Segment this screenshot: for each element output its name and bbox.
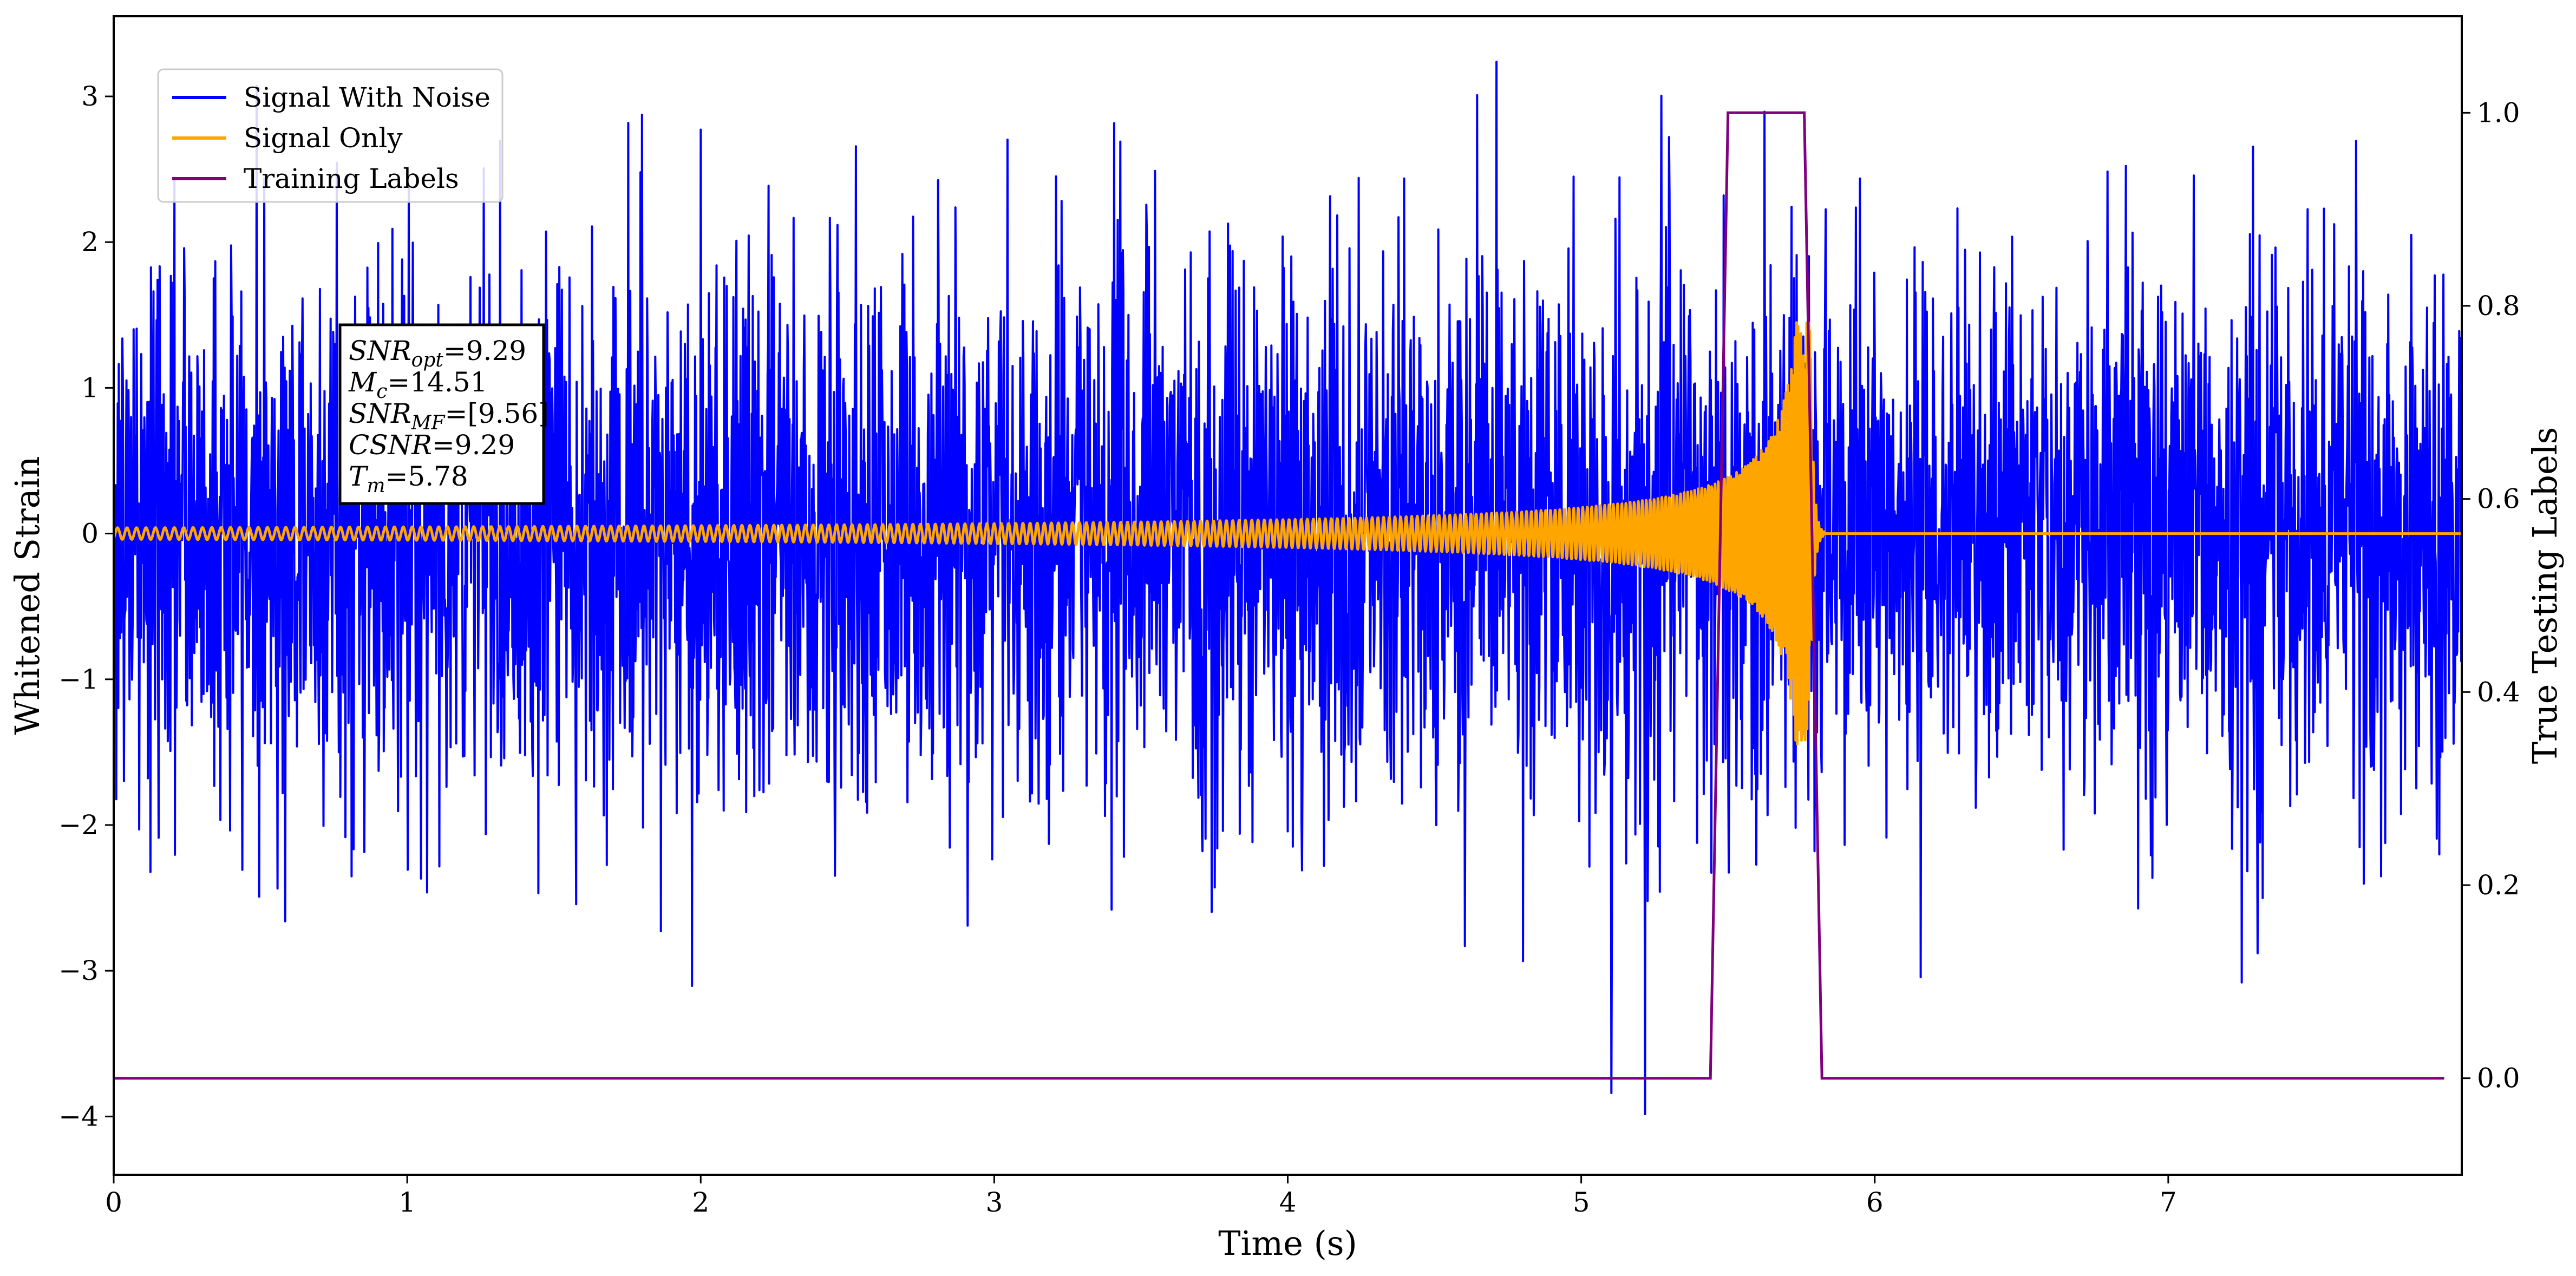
- annotation-line: SNRopt=9.29: [349, 335, 526, 371]
- series-layer: [114, 61, 2462, 1116]
- y-tick-label: 2: [81, 226, 99, 258]
- x-tick-label: 4: [1279, 1187, 1297, 1218]
- annotation-line: CSNR=9.29: [349, 429, 515, 461]
- x-tick-label: 6: [1866, 1187, 1884, 1218]
- x-tick-label: 7: [2160, 1187, 2177, 1218]
- legend-label: Signal Only: [244, 122, 403, 154]
- x-axis-label: Time (s): [1218, 1223, 1357, 1263]
- y2-tick-label: 0.2: [2477, 869, 2520, 901]
- y-tick-label: 1: [81, 372, 99, 403]
- y2-tick-label: 0.8: [2477, 290, 2520, 322]
- y-tick-label: −3: [58, 955, 99, 986]
- y-tick-label: 0: [81, 518, 99, 549]
- axes-layer: 0 1 2 3 4 5 6 7 −4 −3 −2 −1 0 1 2 3 0.0 0.2 0.4 0.6 0.8 1.0: [58, 81, 2520, 1218]
- legend: Signal With Noise Signal Only Training Lab…: [157, 68, 504, 203]
- y-tick-label: −1: [58, 664, 99, 695]
- series-training-labels: [114, 111, 2444, 1080]
- y-tick-label: −2: [58, 809, 99, 841]
- y-tick-label: −4: [58, 1101, 99, 1132]
- x-tick-label: 5: [1573, 1187, 1590, 1218]
- series-signal-with-noise: [114, 61, 2462, 1116]
- y2-tick-label: 0.6: [2477, 483, 2520, 515]
- legend-box: [157, 68, 504, 203]
- annotation-box: SNRopt=9.29Mc=14.51SNRMF=[9.56]CSNR=9.29…: [338, 323, 549, 505]
- y2-tick-label: 1.0: [2477, 97, 2520, 128]
- annotation-line: Mc=14.51: [348, 367, 487, 403]
- legend-label: Signal With Noise: [244, 82, 491, 113]
- y2-tick-label: 0.4: [2477, 676, 2520, 708]
- series-signal-only: [114, 321, 2462, 745]
- x-tick-label: 1: [398, 1187, 416, 1218]
- y-tick-label: 3: [81, 81, 99, 112]
- x-tick-label: 3: [985, 1187, 1003, 1218]
- annotation-line: SNRMF=[9.56]: [349, 398, 549, 434]
- x-tick-label: 0: [105, 1187, 122, 1218]
- y2-tick-label: 0.0: [2477, 1063, 2520, 1094]
- y2-axis-label: True Testing Labels: [2525, 427, 2565, 764]
- legend-label: Training Labels: [244, 163, 459, 194]
- y-axis-label: Whitened Strain: [8, 456, 47, 735]
- x-tick-label: 2: [692, 1187, 709, 1218]
- annotation-line: Tm=5.78: [349, 461, 468, 497]
- annotation-frame: [338, 323, 545, 505]
